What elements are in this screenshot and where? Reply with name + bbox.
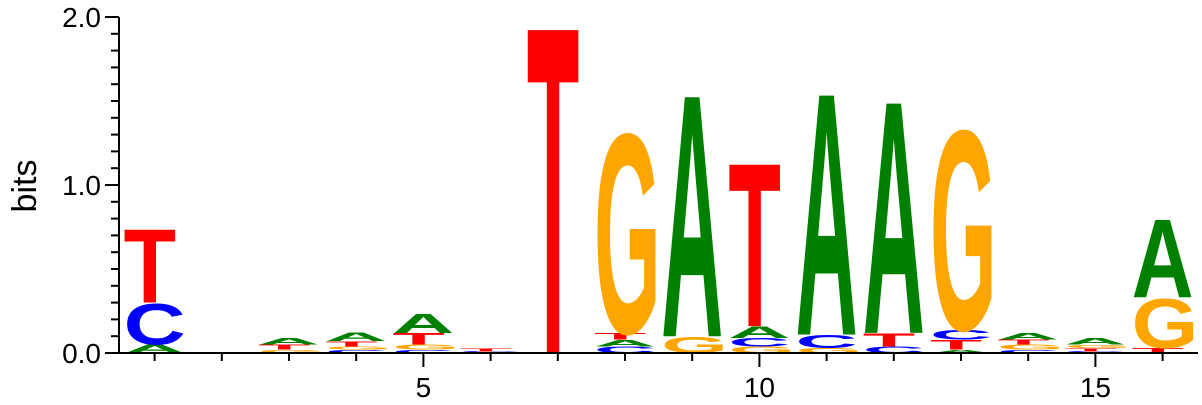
logo-letter-g: G xyxy=(594,74,661,394)
x-tick-label: 15 xyxy=(1080,372,1111,403)
logo-letter-a: A xyxy=(796,20,858,405)
logo-letter-a: A xyxy=(258,336,320,346)
logo-letter-g: G xyxy=(930,71,997,391)
logo-letter-a: A xyxy=(863,32,925,404)
y-tick-label: 0.0 xyxy=(62,338,101,369)
y-tick-label: 1.0 xyxy=(62,170,101,201)
logo-letter-t: T xyxy=(527,0,579,405)
logo-letter-a: A xyxy=(1132,196,1194,322)
logo-letter-t: T xyxy=(728,115,780,377)
logo-letter-a: A xyxy=(1064,336,1126,346)
logo-letter-a: A xyxy=(997,331,1059,341)
y-axis-ticks: 0.0 1.0 2.0 xyxy=(62,2,119,369)
logo-letter-a: A xyxy=(661,22,723,405)
y-tick-label: 2.0 xyxy=(62,2,101,33)
logo-letter-a: A xyxy=(325,331,387,344)
logo-letter-t: T xyxy=(460,347,512,352)
logo-letter-a: A xyxy=(392,307,454,339)
x-tick-label: 5 xyxy=(416,372,432,403)
y-axis-title: bits xyxy=(6,160,44,213)
logo-letter-t: T xyxy=(124,208,176,325)
x-tick-label: 10 xyxy=(744,372,775,403)
